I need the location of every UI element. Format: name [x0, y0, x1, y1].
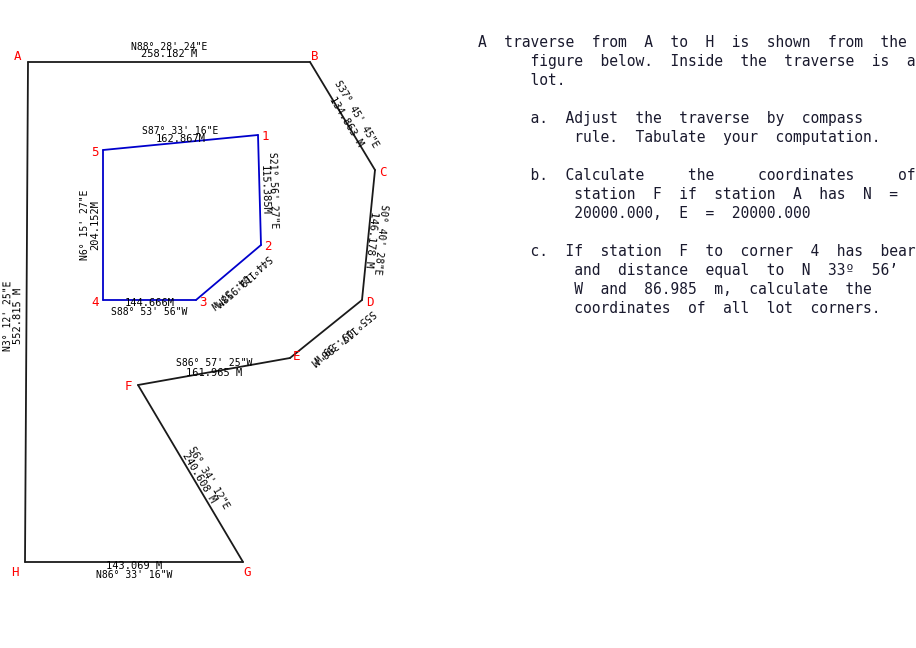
Text: S21° 56' 27"E: S21° 56' 27"E [267, 152, 279, 228]
Text: 134.863 M: 134.863 M [328, 95, 365, 148]
Text: H: H [11, 566, 18, 579]
Text: 117.396 M: 117.396 M [309, 323, 359, 367]
Text: 119.958M: 119.958M [210, 268, 255, 308]
Text: N6° 15' 27"E: N6° 15' 27"E [80, 190, 90, 260]
Text: 161.965 M: 161.965 M [186, 369, 242, 378]
Text: A: A [15, 51, 22, 64]
Text: 143.069 M: 143.069 M [106, 561, 162, 571]
Text: coordinates  of  all  lot  corners.: coordinates of all lot corners. [478, 301, 880, 316]
Text: 4: 4 [92, 295, 99, 308]
Text: 20000.000,  E  =  20000.000: 20000.000, E = 20000.000 [478, 206, 811, 221]
Text: E: E [293, 349, 300, 362]
Text: 552.815 M: 552.815 M [14, 288, 24, 344]
Text: station  F  if  station  A  has  N  =: station F if station A has N = [478, 187, 898, 202]
Text: C: C [379, 165, 387, 178]
Text: a.  Adjust  the  traverse  by  compass: a. Adjust the traverse by compass [478, 111, 863, 126]
Text: W  and  86.985  m,  calculate  the: W and 86.985 m, calculate the [478, 282, 872, 297]
Text: A  traverse  from  A  to  H  is  shown  from  the: A traverse from A to H is shown from the [478, 35, 907, 50]
Text: S6° 34' 12"E: S6° 34' 12"E [186, 445, 231, 511]
Text: S86° 57' 25"W: S86° 57' 25"W [176, 358, 252, 369]
Text: S37° 45' 45"E: S37° 45' 45"E [333, 78, 380, 149]
Text: 5: 5 [92, 146, 99, 159]
Text: S0° 40' 28"E: S0° 40' 28"E [372, 203, 389, 275]
Text: rule.  Tabulate  your  computation.: rule. Tabulate your computation. [478, 130, 880, 145]
Text: 2: 2 [264, 240, 272, 253]
Text: 162.867M: 162.867M [156, 133, 205, 143]
Text: 204.152M: 204.152M [90, 200, 100, 250]
Text: figure  below.  Inside  the  traverse  is  a: figure below. Inside the traverse is a [478, 54, 915, 69]
Text: and  distance  equal  to  N  33º  56’  46”: and distance equal to N 33º 56’ 46” [478, 263, 916, 278]
Text: G: G [244, 566, 251, 579]
Text: S88° 53' 56"W: S88° 53' 56"W [112, 307, 188, 317]
Text: S44° 04' 37"W: S44° 04' 37"W [208, 252, 273, 309]
Text: N86° 33' 16"W: N86° 33' 16"W [96, 570, 172, 580]
Text: D: D [366, 295, 374, 308]
Text: 3: 3 [200, 295, 207, 308]
Text: 115.385M: 115.385M [259, 165, 270, 215]
Text: 144.666M: 144.666M [125, 298, 175, 308]
Text: 240.608 M: 240.608 M [180, 451, 217, 504]
Text: b.  Calculate     the     coordinates     of: b. Calculate the coordinates of [478, 168, 915, 183]
Text: F: F [125, 380, 132, 393]
Text: N88° 28' 24"E: N88° 28' 24"E [131, 42, 207, 52]
Text: 146.178 M: 146.178 M [364, 211, 379, 268]
Text: c.  If  station  F  to  corner  4  has  bearing: c. If station F to corner 4 has bearing [478, 244, 916, 259]
Text: N3° 12' 25"E: N3° 12' 25"E [4, 281, 14, 351]
Text: 1: 1 [261, 130, 268, 143]
Text: 258.182 M: 258.182 M [141, 49, 197, 59]
Text: B: B [311, 51, 319, 64]
Text: S87° 33' 16"E: S87° 33' 16"E [142, 126, 219, 135]
Text: S55° 09' 39"W: S55° 09' 39"W [311, 307, 376, 363]
Text: lot.: lot. [478, 73, 565, 88]
